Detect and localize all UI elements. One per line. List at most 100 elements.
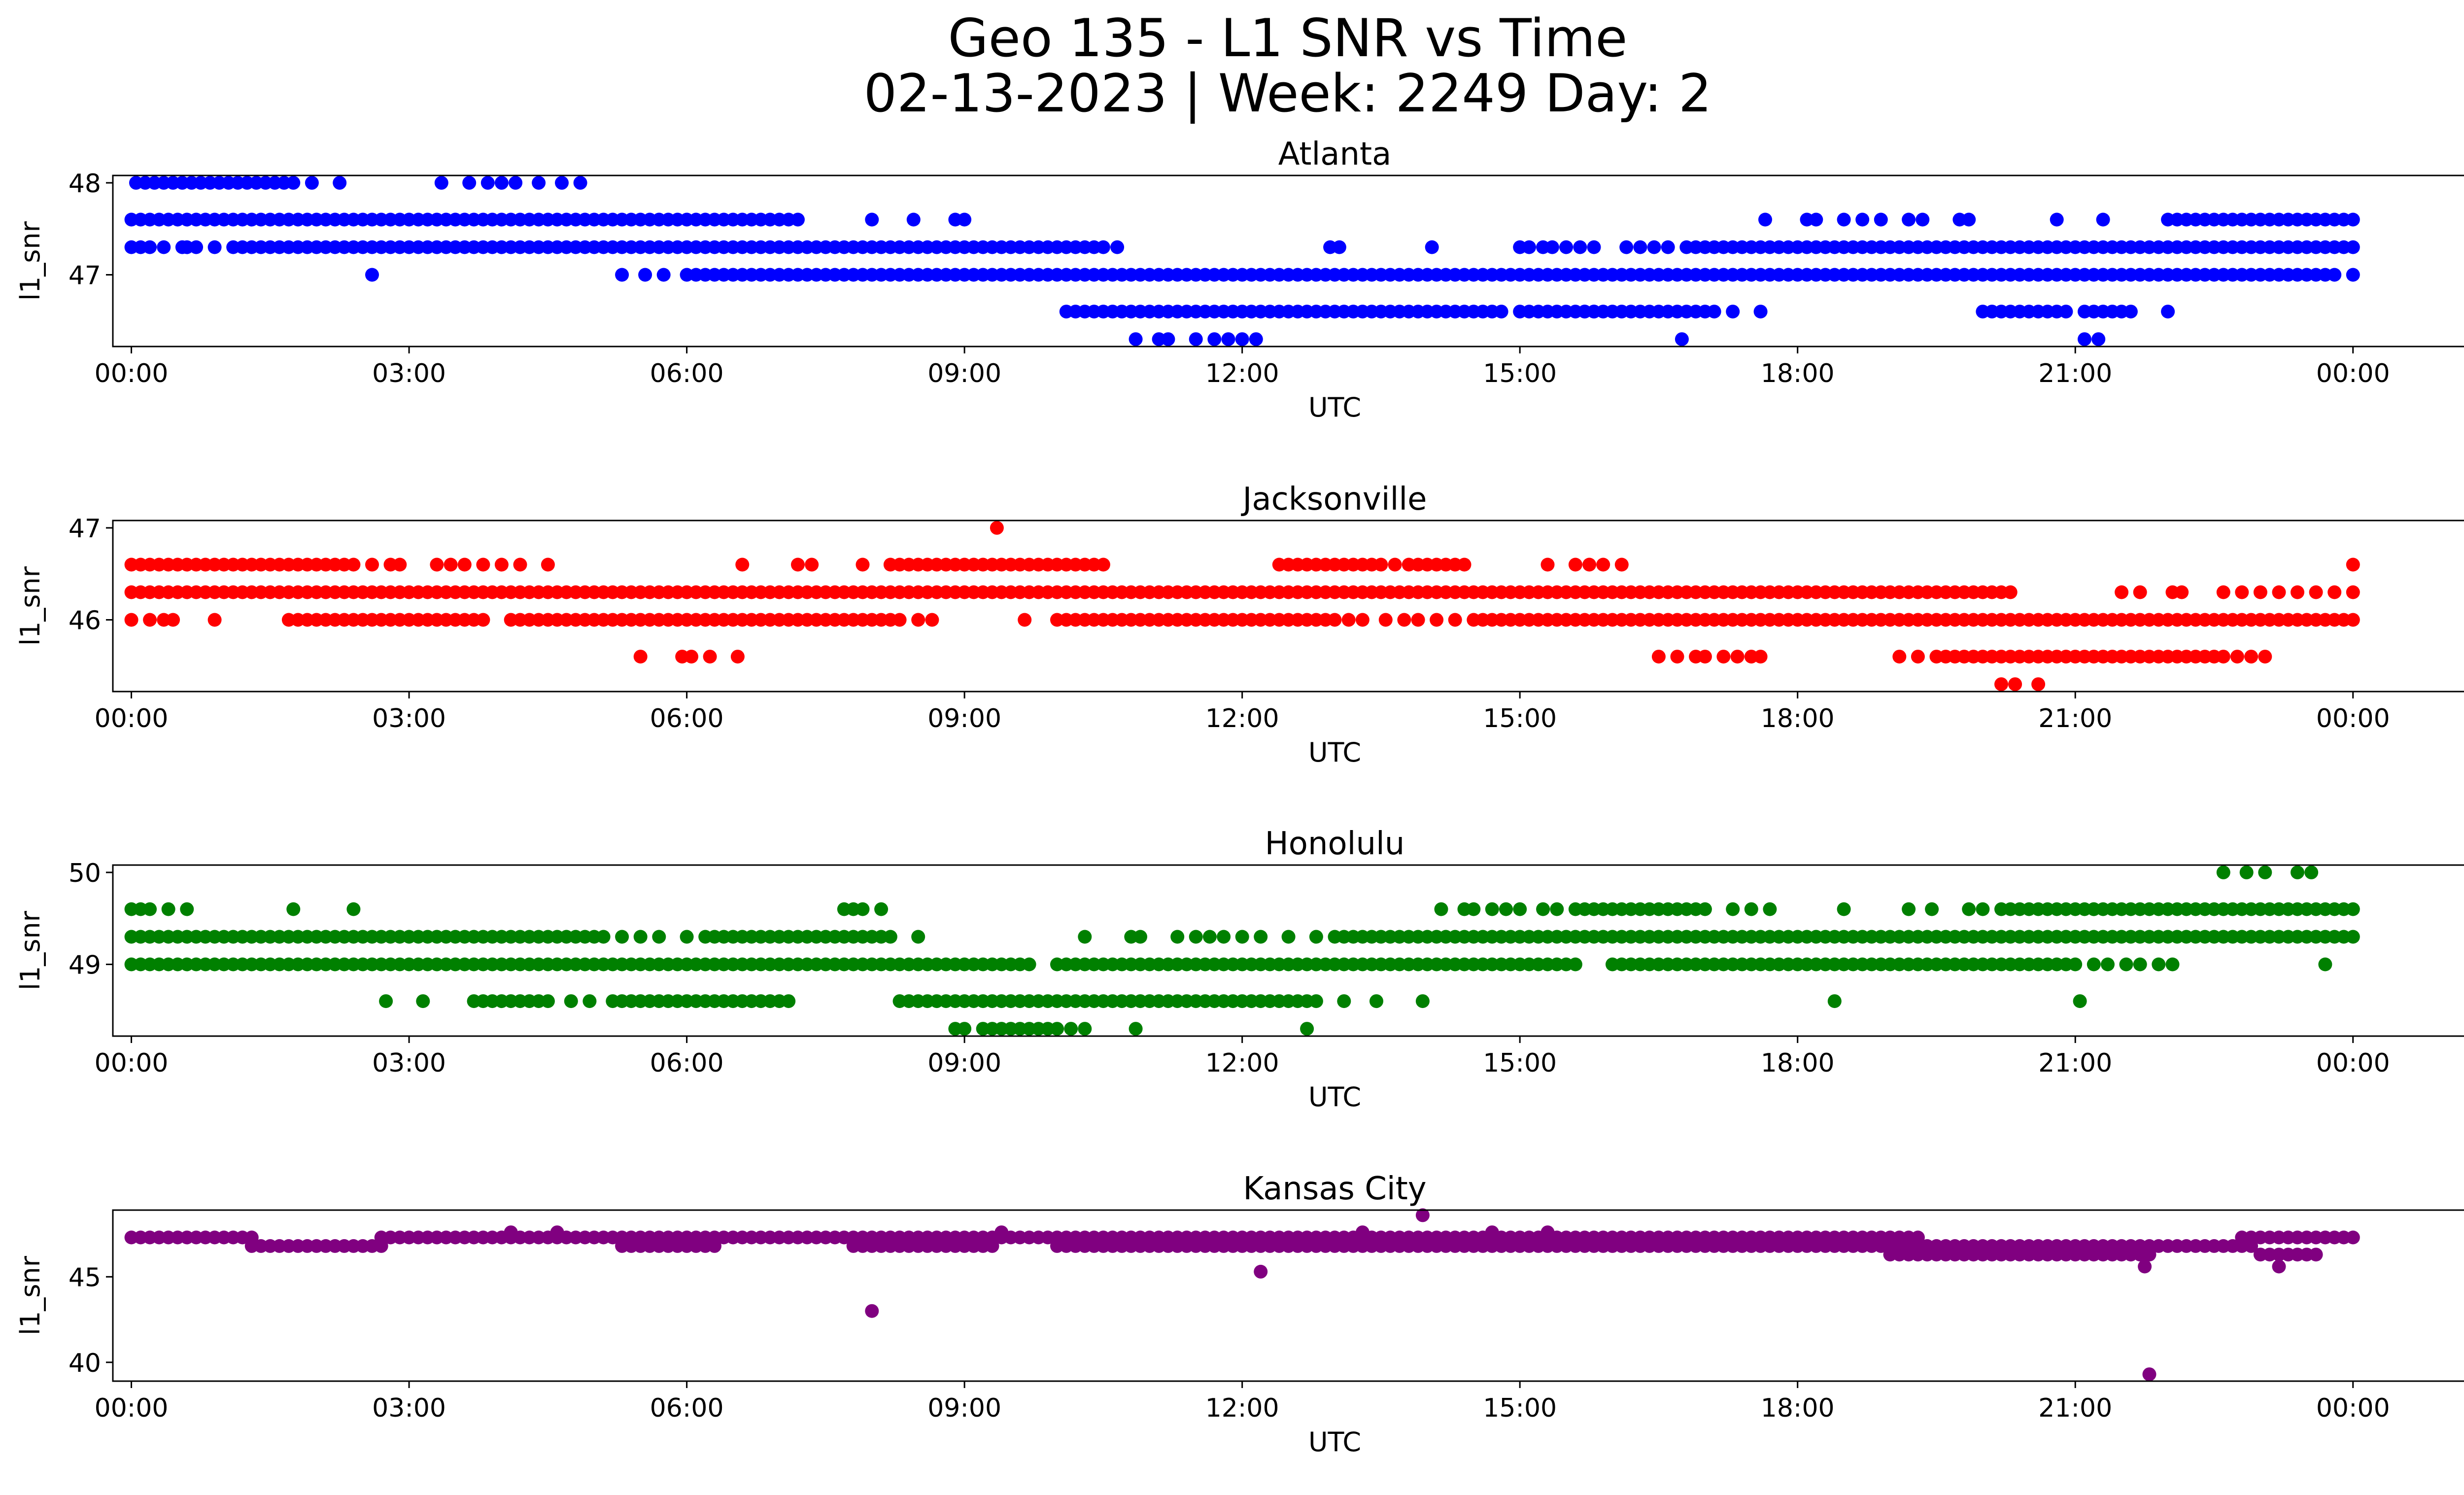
data-point (1129, 1022, 1143, 1036)
data-point (2327, 585, 2342, 599)
data-point (856, 902, 870, 916)
x-tick-label: 18:00 (1761, 1393, 1835, 1423)
data-point (1096, 240, 1110, 254)
data-point (1328, 613, 1342, 627)
data-point (805, 557, 819, 572)
data-point (189, 240, 204, 254)
data-point (684, 650, 698, 664)
data-point (513, 557, 527, 572)
data-point (1235, 930, 1249, 944)
data-point (1281, 930, 1296, 944)
data-point (1064, 1022, 1078, 1036)
data-point (346, 557, 361, 572)
data-point (305, 175, 319, 190)
data-point (1670, 650, 1684, 664)
data-point (564, 994, 578, 1008)
data-point (791, 212, 805, 227)
y-tick-label: 50 (68, 859, 101, 888)
data-point (656, 268, 671, 282)
plot-frame-kansas-city (112, 1209, 2464, 1382)
data-point (1096, 557, 1110, 572)
data-point (1698, 902, 1712, 916)
data-point (1430, 613, 1444, 627)
data-point (2230, 650, 2244, 664)
data-point (1189, 332, 1203, 347)
y-tick-label: 45 (68, 1263, 101, 1292)
data-point (1837, 902, 1851, 916)
x-tick-label: 03:00 (372, 359, 446, 388)
data-point (1614, 557, 1629, 572)
data-point (1249, 332, 1263, 347)
data-point (286, 175, 301, 190)
x-tick-label: 06:00 (650, 1048, 724, 1078)
figure-title: Geo 135 - L1 SNR vs Time (948, 8, 1628, 69)
data-point (2175, 585, 2189, 599)
data-point (379, 994, 393, 1008)
data-point (1661, 240, 1675, 254)
panel-title-atlanta: Atlanta (1278, 136, 1392, 173)
data-point (2087, 957, 2101, 972)
data-point (1022, 957, 1036, 972)
x-tick-label: 21:00 (2038, 1048, 2112, 1078)
data-point (680, 930, 694, 944)
x-tick-label: 00:00 (2316, 1048, 2390, 1078)
plot-frame-honolulu (112, 864, 2464, 1037)
data-point (1730, 650, 1745, 664)
data-point (1726, 902, 1740, 916)
y-axis-label-jacksonville: l1_snr (15, 566, 46, 646)
data-point (1763, 902, 1777, 916)
data-point (596, 930, 611, 944)
data-point (1110, 240, 1125, 254)
data-point (1309, 930, 1323, 944)
data-point (865, 1304, 879, 1318)
data-point (1129, 332, 1143, 347)
data-point (1994, 677, 2008, 692)
data-point (874, 902, 889, 916)
data-point (1050, 1022, 1064, 1036)
data-point (333, 175, 347, 190)
data-point (1425, 240, 1439, 254)
x-axis-label-jacksonville: UTC (1308, 737, 1361, 768)
data-point (703, 650, 717, 664)
data-point (1254, 1264, 1268, 1279)
data-point (2346, 557, 2360, 572)
data-point (1540, 557, 1555, 572)
figure-subtitle: 02-13-2023 | Week: 2249 Day: 2 (863, 63, 1712, 124)
data-point (652, 930, 666, 944)
data-point (1485, 902, 1499, 916)
data-point (2008, 677, 2022, 692)
data-point (504, 1225, 518, 1240)
data-point (1485, 305, 1499, 319)
data-point (1651, 305, 1666, 319)
x-tick-label: 09:00 (927, 1393, 1001, 1423)
x-tick-label: 18:00 (1761, 1048, 1835, 1078)
data-point (2115, 585, 2129, 599)
data-point (911, 613, 925, 627)
data-point (2239, 865, 2254, 879)
data-point (207, 240, 222, 254)
data-point (1675, 332, 1689, 347)
data-point (2291, 585, 2304, 599)
data-point (143, 902, 157, 916)
data-point (1753, 305, 1768, 319)
data-point (2142, 1367, 2156, 1382)
data-point (2304, 865, 2319, 879)
data-point (985, 1239, 999, 1253)
x-axis-label-honolulu: UTC (1308, 1081, 1361, 1113)
data-point (1726, 305, 1740, 319)
data-point (2050, 212, 2064, 227)
data-point (1300, 1022, 1314, 1036)
data-point (1536, 902, 1550, 916)
x-tick-label: 00:00 (2316, 1393, 2390, 1423)
data-point (1457, 557, 1472, 572)
data-point (365, 268, 379, 282)
data-point (883, 930, 897, 944)
data-point (2152, 957, 2166, 972)
x-tick-label: 06:00 (650, 1393, 724, 1423)
data-point (1540, 1225, 1555, 1240)
data-point (2133, 957, 2147, 972)
data-point (207, 613, 222, 627)
data-point (1902, 212, 1916, 227)
data-point (166, 613, 180, 627)
data-point (541, 557, 555, 572)
